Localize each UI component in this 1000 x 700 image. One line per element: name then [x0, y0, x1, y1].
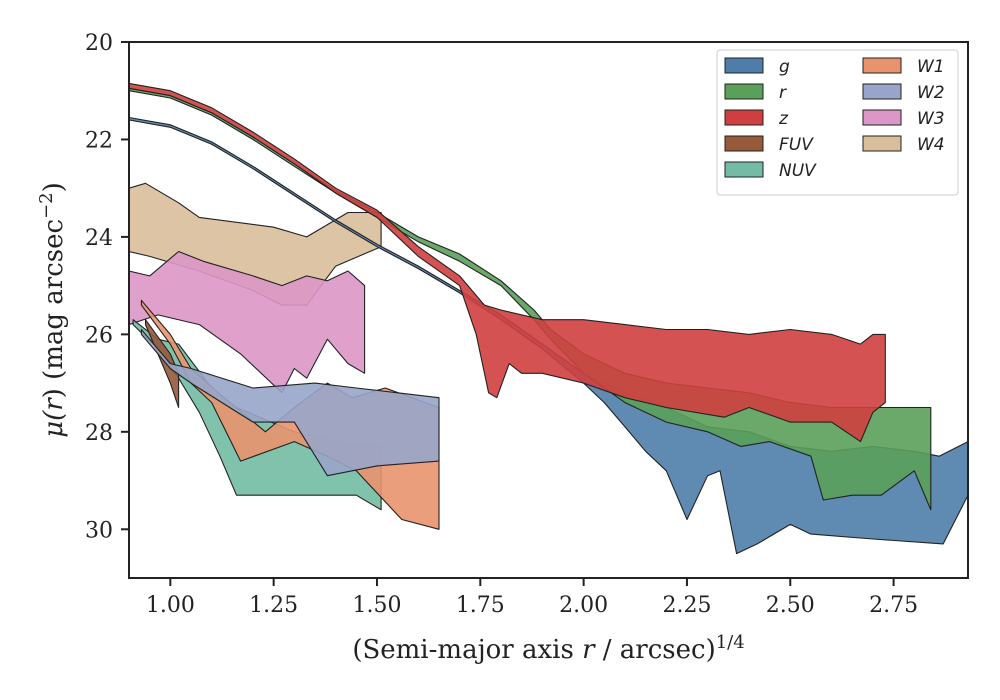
- legend-label-fuv: FUV: [779, 135, 814, 155]
- legend-label-z: z: [778, 109, 789, 129]
- x-tick-label: 2.00: [559, 593, 608, 618]
- legend-swatch-w1: [862, 57, 902, 74]
- x-axis-title: (Semi-major axis r / arcsec)1/4: [352, 632, 744, 665]
- legend-label-w4: W4: [917, 135, 945, 155]
- legend-label-w3: W3: [917, 109, 945, 129]
- legend-swatch-g: [724, 57, 764, 74]
- series-band-z: [129, 82, 886, 443]
- x-tick-label: 1.50: [352, 593, 401, 618]
- legend-swatch-r: [724, 83, 764, 100]
- x-tick-label: 1.75: [456, 593, 505, 618]
- x-axis: 1.00 1.25 1.50 1.75 2.00 2.25 2.50 2.75: [146, 578, 918, 618]
- legend-swatch-w2: [862, 83, 902, 100]
- series-band-fuv: [144, 319, 180, 409]
- legend-swatch-w3: [862, 109, 902, 126]
- x-tick-label: 2.25: [662, 593, 711, 618]
- x-tick-label: 1.25: [249, 593, 298, 618]
- legend-label-nuv: NUV: [779, 161, 817, 181]
- y-axis-title: μ(r) (mag arcsec−2): [36, 182, 69, 438]
- y-tick-label: 26: [85, 323, 113, 348]
- series-band-w2: [140, 328, 440, 477]
- y-tick-label: 30: [85, 518, 113, 543]
- legend: grz FUV NUV W1 W2 W3 W4: [716, 49, 959, 196]
- series-band-w3: [129, 250, 366, 394]
- y-tick-label: 28: [85, 421, 113, 446]
- legend-swatch-nuv: [724, 161, 764, 178]
- legend-label-r: r: [779, 83, 787, 103]
- y-tick-label: 22: [85, 128, 113, 153]
- y-axis: 20 22 24 26 28 30: [85, 31, 129, 543]
- legend-swatch-w4: [862, 135, 902, 152]
- y-tick-label: 20: [85, 31, 113, 56]
- x-tick-label: 1.00: [146, 593, 195, 618]
- legend-label-w1: W1: [917, 57, 945, 77]
- series-band-g: [129, 116, 968, 555]
- x-tick-label: 2.50: [766, 593, 815, 618]
- legend-swatch-z: [724, 109, 764, 126]
- y-tick-label: 24: [85, 226, 113, 251]
- legend-label-w2: W2: [917, 83, 945, 103]
- plot-frame: [128, 41, 969, 579]
- x-tick-label: 2.75: [869, 593, 918, 618]
- legend-swatch-fuv: [724, 135, 764, 152]
- legend-label-g: g: [779, 57, 790, 77]
- chart-areas: [129, 82, 968, 555]
